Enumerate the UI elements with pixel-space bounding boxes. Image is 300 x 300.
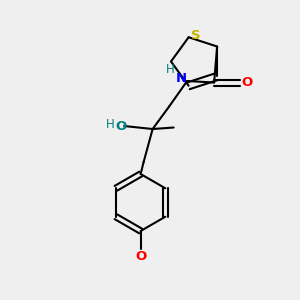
Text: H: H [106,118,115,131]
Text: O: O [242,76,253,89]
Text: N: N [176,72,187,85]
Text: O: O [135,250,146,263]
Text: O: O [116,119,127,133]
Text: S: S [191,29,201,42]
Text: H: H [166,63,175,76]
